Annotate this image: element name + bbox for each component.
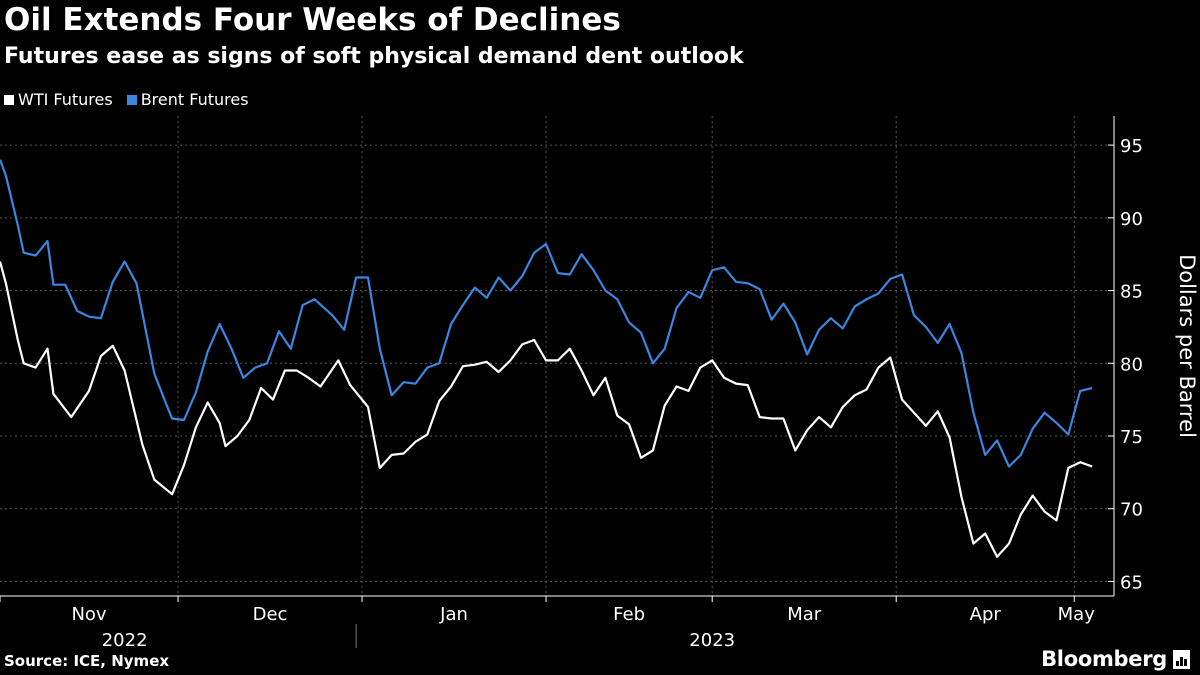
legend-label-brent: Brent Futures [140,90,249,109]
year-label: 2022 [102,630,148,651]
x-tick-label: Apr [970,604,1002,625]
y-axis-title: Dollars per Barrel [1175,254,1199,438]
bloomberg-logo: Bloomberg [1041,647,1190,671]
chart-subtitle: Futures ease as signs of soft physical d… [4,44,744,69]
legend: WTI Futures Brent Futures [4,90,249,109]
x-tick-label: May [1058,604,1096,625]
y-tick-label: 85 [1120,282,1143,303]
brent-series-line [0,159,1093,468]
legend-swatch-brent [126,94,137,105]
x-tick-label: Dec [253,604,288,625]
y-tick-label: 70 [1120,500,1143,521]
x-tick-label: Mar [787,604,822,625]
chart-title: Oil Extends Four Weeks of Declines [4,2,621,38]
year-label: 2023 [689,630,735,651]
legend-item-brent: Brent Futures [126,90,249,109]
terminal-icon [1173,649,1190,669]
x-tick-label: Jan [439,604,468,625]
x-tick-label: Nov [71,604,106,625]
y-tick-label: 75 [1120,427,1143,448]
legend-label-wti: WTI Futures [18,90,113,109]
y-tick-label: 65 [1120,572,1143,593]
brand-wordmark: Bloomberg [1041,647,1167,671]
x-tick-label: Feb [613,604,645,625]
legend-item-wti: WTI Futures [4,90,113,109]
wti-series-line [0,261,1093,558]
y-tick-label: 95 [1120,136,1143,157]
y-tick-label: 80 [1120,354,1143,375]
source-note: Source: ICE, Nymex [4,652,170,670]
legend-swatch-wti [4,94,14,105]
y-tick-label: 90 [1120,209,1143,230]
